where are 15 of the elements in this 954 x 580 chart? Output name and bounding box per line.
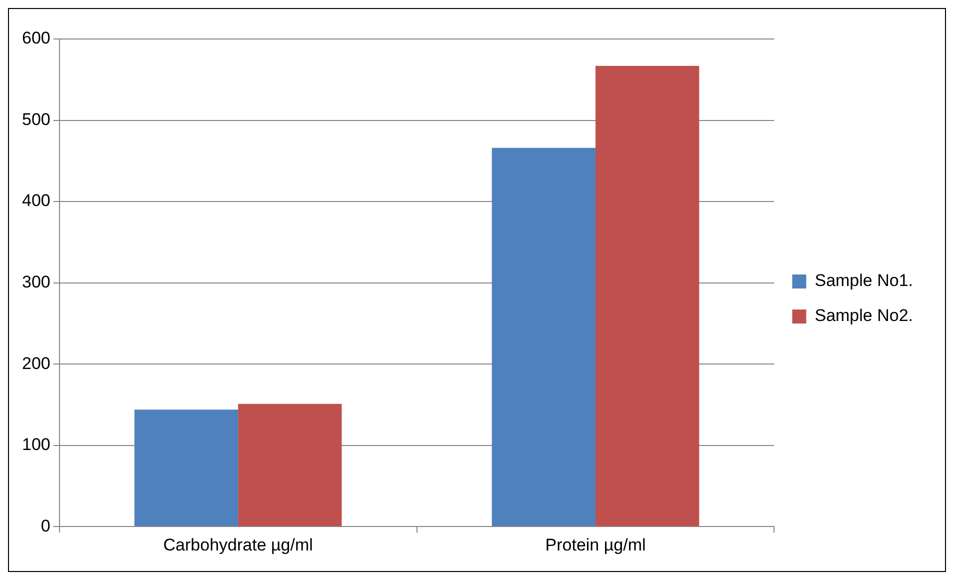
x-tick-label: Carbohydrate µg/ml bbox=[163, 535, 313, 554]
legend-label: Sample No1. bbox=[814, 271, 914, 290]
y-tick-label: 400 bbox=[22, 191, 50, 210]
y-tick-label: 200 bbox=[22, 354, 50, 373]
y-tick-label: 600 bbox=[22, 28, 50, 48]
y-tick-label: 100 bbox=[22, 435, 50, 454]
y-tick-label: 300 bbox=[22, 272, 50, 292]
y-tick-label: 0 bbox=[40, 516, 50, 536]
legend-label: Sample No2. bbox=[814, 306, 914, 326]
bar bbox=[492, 148, 596, 526]
y-tick-label: 500 bbox=[22, 110, 50, 129]
bar bbox=[238, 404, 342, 526]
bar bbox=[134, 410, 238, 526]
bar bbox=[596, 66, 700, 526]
x-tick-label: Protein µg/ml bbox=[545, 535, 646, 554]
